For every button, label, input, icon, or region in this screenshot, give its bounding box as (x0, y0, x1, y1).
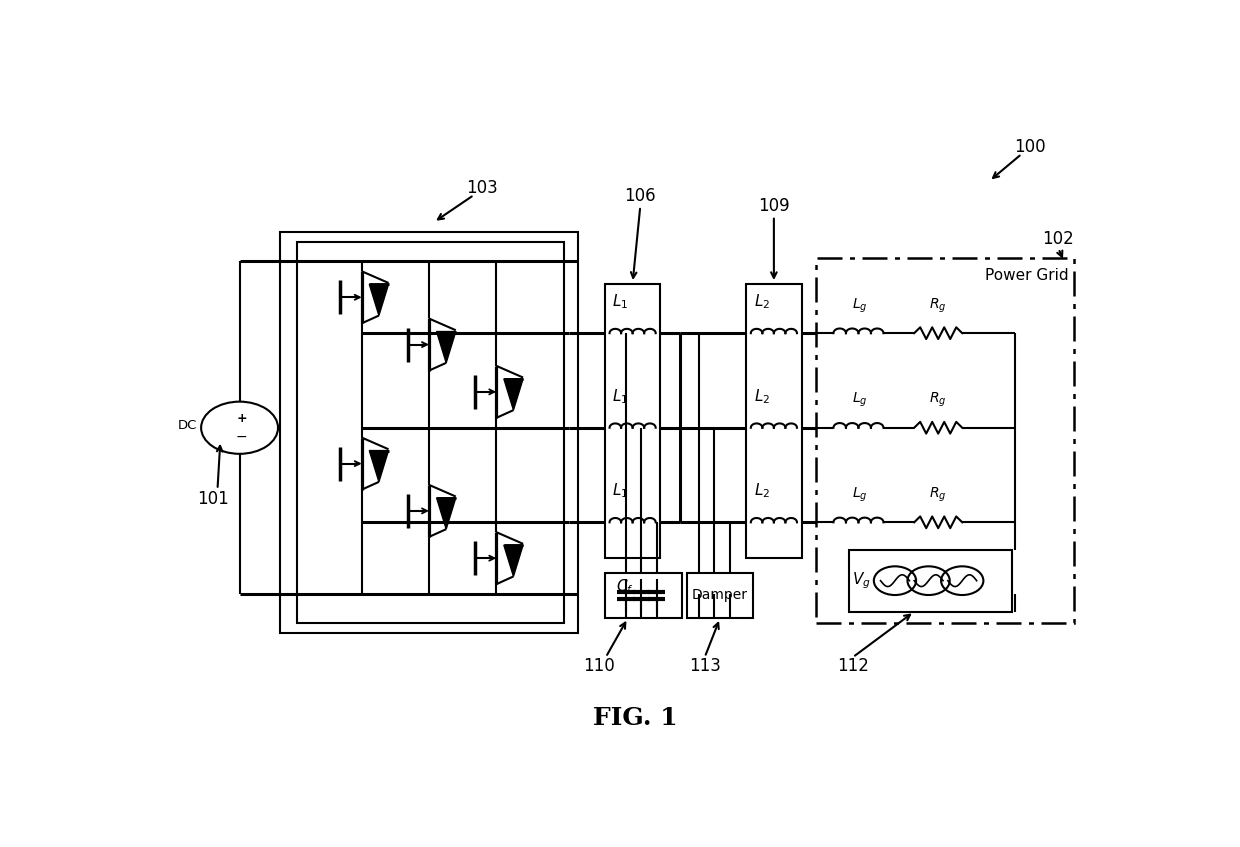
Text: 103: 103 (466, 179, 497, 197)
Polygon shape (503, 379, 523, 410)
Text: $L_2$: $L_2$ (754, 292, 770, 311)
Text: Damper: Damper (692, 589, 748, 602)
Text: 109: 109 (758, 197, 790, 215)
Text: $L_2$: $L_2$ (754, 482, 770, 501)
Text: $L_2$: $L_2$ (754, 387, 770, 406)
Bar (605, 573, 682, 618)
Text: $R_g$: $R_g$ (930, 296, 947, 315)
Bar (849, 550, 1012, 612)
Bar (605, 285, 661, 558)
Text: Power Grid: Power Grid (986, 268, 1069, 283)
Bar (687, 573, 753, 618)
Text: $R_g$: $R_g$ (930, 486, 947, 504)
Text: 113: 113 (688, 656, 720, 675)
Bar (298, 242, 564, 623)
Polygon shape (436, 498, 456, 529)
Polygon shape (370, 451, 388, 482)
Text: 112: 112 (837, 656, 869, 675)
Text: 110: 110 (583, 656, 615, 675)
Bar (816, 258, 1074, 623)
Text: $V_g$: $V_g$ (852, 570, 870, 591)
Bar (280, 232, 578, 634)
Text: $L_g$: $L_g$ (852, 486, 867, 504)
Polygon shape (503, 545, 523, 577)
Text: 100: 100 (1013, 138, 1045, 157)
Text: $C_f$: $C_f$ (616, 578, 634, 596)
Bar (746, 285, 802, 558)
Text: $L_1$: $L_1$ (613, 482, 629, 501)
Text: 106: 106 (625, 187, 656, 205)
Text: $L_g$: $L_g$ (852, 296, 867, 315)
Polygon shape (436, 331, 456, 363)
Text: $L_1$: $L_1$ (613, 387, 629, 406)
Text: $L_g$: $L_g$ (852, 391, 867, 409)
Text: 101: 101 (197, 490, 228, 508)
Text: FIG. 1: FIG. 1 (593, 706, 678, 730)
Text: −: − (236, 430, 247, 444)
Text: DC: DC (177, 418, 197, 432)
Polygon shape (370, 285, 388, 316)
Text: $R_g$: $R_g$ (930, 391, 947, 409)
Text: $L_1$: $L_1$ (613, 292, 629, 311)
Text: +: + (236, 412, 247, 425)
Text: 102: 102 (1043, 230, 1074, 247)
